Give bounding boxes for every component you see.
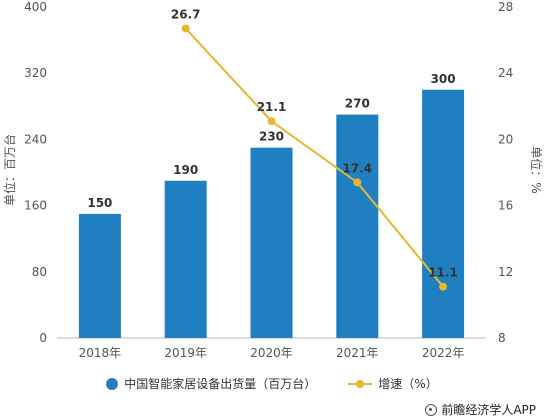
x-tick-label: 2018年 [79, 346, 122, 360]
bar [250, 147, 293, 338]
y-right-tick-label: 12 [498, 265, 513, 279]
y-left-tick-label: 400 [24, 0, 47, 14]
bars: 150 190 230 270 300 [78, 72, 465, 338]
growth-point [439, 282, 448, 291]
growth-value-label: 11.1 [428, 266, 458, 280]
y-left-tick-label: 240 [24, 132, 47, 146]
bar-value-label: 150 [87, 196, 112, 210]
growth-value-label: 17.4 [342, 161, 372, 175]
y-left-tick-label: 160 [24, 199, 47, 213]
x-tick-label: 2022年 [422, 346, 465, 360]
bar-value-label: 270 [345, 97, 370, 111]
bar [78, 213, 121, 338]
legend-item-line[interactable]: 增速（%） [348, 375, 438, 392]
legend-item-bars[interactable]: 中国智能家居设备出货量（百万台） [106, 375, 316, 392]
growth-value-label: 26.7 [171, 8, 201, 22]
x-tick-label: 2019年 [164, 346, 207, 360]
legend-bar-label: 中国智能家居设备出货量（百万台） [124, 377, 317, 391]
legend-bar-swatch-icon [106, 377, 119, 390]
y-right-tick-label: 20 [498, 132, 513, 146]
bar [164, 180, 207, 338]
growth-value-label: 21.1 [257, 100, 287, 114]
x-tick-label: 2021年 [336, 346, 379, 360]
x-tick-label: 2020年 [250, 346, 293, 360]
axes: 2018年 2019年 2020年 2021年 2022年 0 80 160 240 320 400… [24, 0, 513, 360]
growth-line: 26.7 21.1 17.4 11.1 [171, 8, 458, 291]
legend-line-label: 增速（%） [378, 377, 438, 391]
y-left-tick-label: 0 [39, 331, 47, 345]
growth-point [353, 178, 362, 187]
bar-value-label: 230 [259, 130, 284, 144]
credit: 前瞻经济学人APP [425, 401, 536, 418]
y-right-tick-label: 8 [498, 331, 506, 345]
chart: 2018年 2019年 2020年 2021年 2022年 0 80 160 240 320 400… [2, 0, 544, 360]
y-axis-right-title: 单位：% [529, 146, 544, 193]
growth-line-path [184, 27, 444, 288]
growth-point [181, 24, 190, 33]
y-axis-left-title: 单位：百万台 [2, 134, 17, 206]
y-right-tick-label: 16 [498, 199, 513, 213]
y-left-tick-label: 80 [32, 265, 47, 279]
legend-line-swatch-icon [348, 378, 373, 390]
legend: 中国智能家居设备出货量（百万台） 增速（%） [0, 375, 544, 392]
bar-value-label: 190 [173, 163, 198, 177]
bar [336, 114, 379, 338]
growth-point [267, 117, 276, 126]
y-right-tick-label: 28 [498, 0, 513, 14]
y-left-tick-label: 320 [24, 66, 47, 80]
credit-text: 前瞻经济学人APP [441, 403, 536, 417]
y-right-tick-label: 24 [498, 66, 513, 80]
bar [422, 89, 465, 338]
app-logo-icon [425, 403, 438, 416]
bar-value-label: 300 [431, 72, 456, 86]
